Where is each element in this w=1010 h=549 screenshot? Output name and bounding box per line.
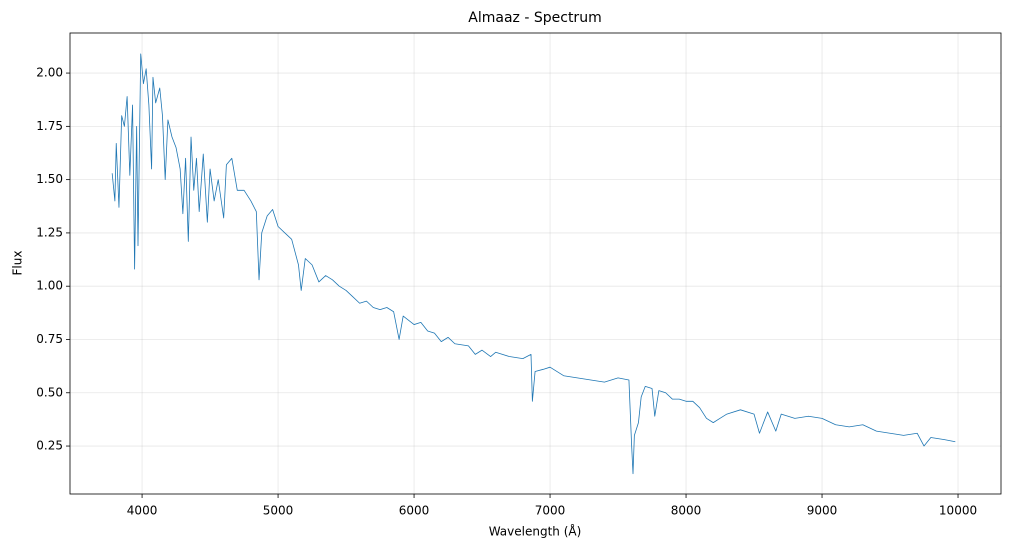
y-tick-label: 0.75 [36, 332, 63, 346]
x-tick-label: 6000 [399, 504, 430, 518]
y-tick-label: 1.00 [36, 279, 63, 293]
y-tick-label: 0.25 [36, 439, 63, 453]
y-tick-label: 1.50 [36, 172, 63, 186]
plot-frame [69, 32, 1002, 495]
y-tick-label: 1.25 [36, 225, 63, 239]
chart-title: Almaaz - Spectrum [468, 10, 601, 26]
x-tick-label: 8000 [671, 504, 702, 518]
x-tick-label: 10000 [939, 504, 977, 518]
y-axis-label: Flux [11, 251, 25, 276]
y-tick-label: 0.50 [36, 385, 63, 399]
x-tick-label: 9000 [807, 504, 838, 518]
x-axis-label: Wavelength (Å) [489, 524, 582, 539]
y-tick-label: 1.75 [36, 119, 63, 133]
x-tick-label: 4000 [127, 504, 158, 518]
x-tick-label: 7000 [535, 504, 566, 518]
spectrum-line [111, 53, 956, 475]
x-tick-label: 5000 [263, 504, 294, 518]
y-tick-label: 2.00 [36, 66, 63, 80]
